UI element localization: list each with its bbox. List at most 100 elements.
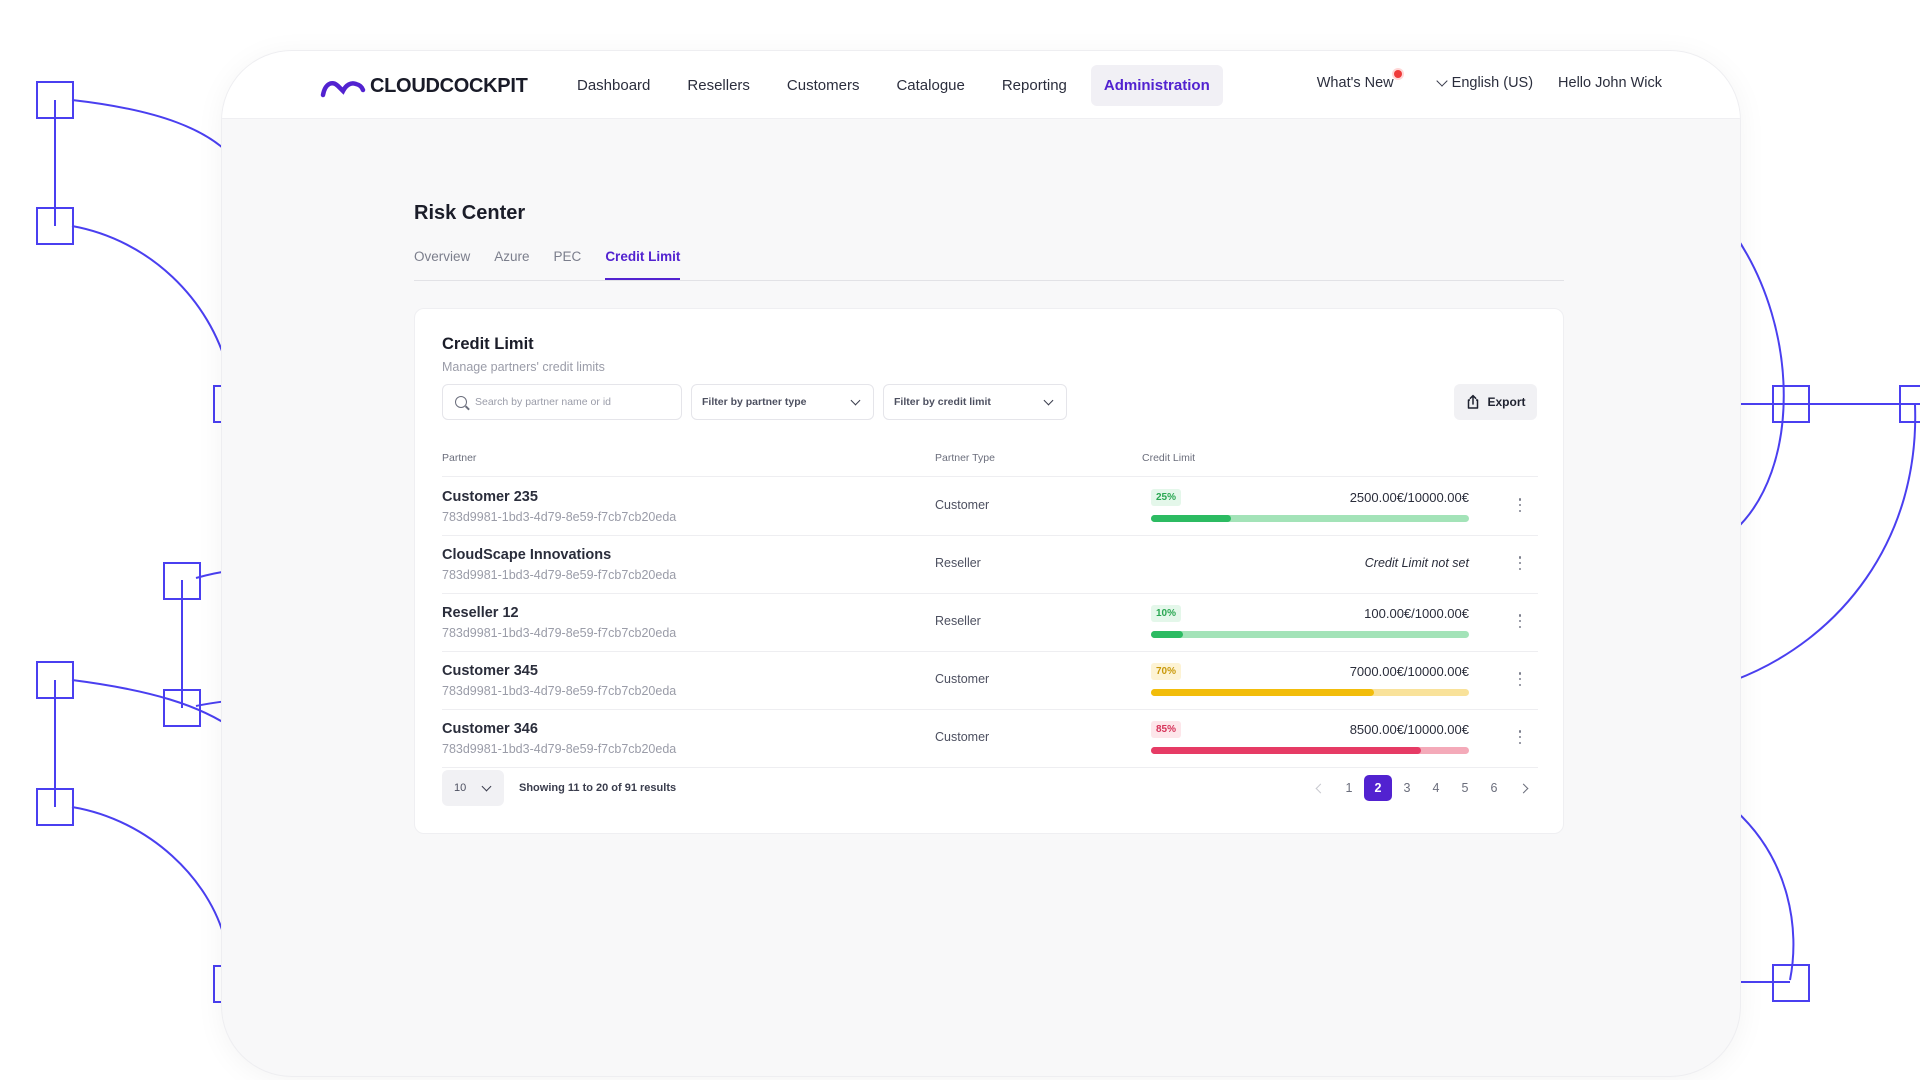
- partner-name[interactable]: Reseller 12: [442, 605, 519, 621]
- page-button-2[interactable]: 2: [1364, 775, 1392, 801]
- credit-limit-not-set: Credit Limit not set: [1364, 556, 1469, 570]
- card-title: Credit Limit: [442, 335, 534, 353]
- previous-page-button[interactable]: [1306, 775, 1334, 801]
- results-count: Showing 11 to 20 of 91 results: [519, 782, 677, 794]
- usage-progress-bar: [1151, 747, 1469, 754]
- search-icon: [455, 396, 467, 408]
- export-icon: [1468, 394, 1479, 409]
- chevron-down-icon: [1043, 395, 1054, 405]
- cloud-logo-icon: [320, 80, 366, 97]
- partner-type: Customer: [935, 672, 990, 686]
- row-actions-menu-icon[interactable]: [1518, 614, 1522, 628]
- tab-azure[interactable]: Azure: [494, 249, 530, 264]
- chevron-down-icon: [481, 781, 492, 791]
- page-button-6[interactable]: 6: [1490, 781, 1498, 795]
- row-actions-menu-icon[interactable]: [1518, 672, 1522, 686]
- credit-limit-usage: 25% 2500.00€/10000.00€: [1151, 489, 1469, 529]
- chevron-down-icon: [850, 395, 861, 405]
- nav-customers[interactable]: Customers: [786, 77, 860, 94]
- credit-amount: 2500.00€/10000.00€: [1349, 490, 1469, 505]
- nav-reporting[interactable]: Reporting: [1001, 77, 1067, 94]
- notification-dot-icon: [1393, 70, 1402, 78]
- nav-dashboard[interactable]: Dashboard: [577, 77, 651, 94]
- partner-name[interactable]: Customer 346: [442, 721, 538, 737]
- language-label: English (US): [1451, 75, 1534, 91]
- export-button[interactable]: Export: [1454, 384, 1537, 420]
- partner-id: 783d9981-1bd3-4d79-8e59-f7cb7cb20eda: [442, 684, 677, 698]
- usage-percent-badge: 70%: [1151, 663, 1182, 680]
- risk-center-tabs: Overview Azure PEC Credit Limit: [414, 249, 1564, 281]
- partner-id: 783d9981-1bd3-4d79-8e59-f7cb7cb20eda: [442, 510, 677, 524]
- user-area: What's New English (US) Hello John Wick: [1316, 70, 1662, 91]
- per-page-select[interactable]: 10: [442, 770, 504, 806]
- credit-limit-card: Credit Limit Manage partners' credit lim…: [414, 308, 1564, 834]
- pagination-info: 10 Showing 11 to 20 of 91 results: [442, 770, 676, 806]
- row-actions-menu-icon[interactable]: [1518, 498, 1522, 512]
- table-row[interactable]: Customer 346 783d9981-1bd3-4d79-8e59-f7cb…: [442, 710, 1538, 768]
- table-header: Partner Partner Type Credit Limit: [442, 445, 1538, 477]
- page-title: Risk Center: [414, 202, 526, 224]
- usage-progress-fill: [1151, 689, 1374, 696]
- per-page-value: 10: [454, 782, 467, 794]
- column-header-partner[interactable]: Partner: [442, 452, 477, 464]
- nav-resellers[interactable]: Resellers: [687, 77, 750, 94]
- row-actions-menu-icon[interactable]: [1518, 730, 1522, 744]
- partner-type: Reseller: [935, 614, 981, 628]
- credit-limit-usage: 70% 7000.00€/10000.00€: [1151, 663, 1469, 703]
- partner-id: 783d9981-1bd3-4d79-8e59-f7cb7cb20eda: [442, 568, 677, 582]
- page-button-1[interactable]: 1: [1345, 781, 1353, 795]
- main-nav: Dashboard Resellers Customers Catalogue …: [564, 65, 1234, 106]
- usage-percent-badge: 85%: [1151, 721, 1182, 738]
- tab-credit-limit[interactable]: Credit Limit: [605, 249, 681, 280]
- tab-overview[interactable]: Overview: [414, 249, 471, 264]
- partner-type: Reseller: [935, 556, 981, 570]
- usage-progress-fill: [1151, 747, 1422, 754]
- page-button-4[interactable]: 4: [1432, 781, 1440, 795]
- usage-progress-fill: [1151, 631, 1183, 638]
- nav-administration[interactable]: Administration: [1090, 65, 1223, 106]
- card-subtitle: Manage partners' credit limits: [442, 360, 605, 374]
- whats-new-label: What's New: [1316, 75, 1394, 91]
- partner-id: 783d9981-1bd3-4d79-8e59-f7cb7cb20eda: [442, 742, 677, 756]
- page-button-3[interactable]: 3: [1403, 781, 1411, 795]
- language-selector[interactable]: English (US): [1435, 75, 1534, 91]
- credit-amount: 7000.00€/10000.00€: [1349, 664, 1469, 679]
- search-input[interactable]: [475, 396, 665, 408]
- table-row[interactable]: Customer 345 783d9981-1bd3-4d79-8e59-f7cb…: [442, 652, 1538, 710]
- chevron-right-icon: [1518, 783, 1528, 793]
- partner-type: Customer: [935, 498, 990, 512]
- partner-type-filter-label: Filter by partner type: [702, 396, 807, 408]
- top-navigation-bar: CLOUDCOCKPIT Dashboard Resellers Custome…: [222, 51, 1740, 119]
- app-window: CLOUDCOCKPIT Dashboard Resellers Custome…: [222, 51, 1740, 1076]
- usage-percent-badge: 10%: [1151, 605, 1182, 622]
- partner-name[interactable]: Customer 345: [442, 663, 538, 679]
- partner-name[interactable]: CloudScape Innovations: [442, 547, 612, 563]
- usage-progress-bar: [1151, 515, 1469, 522]
- tab-pec[interactable]: PEC: [553, 249, 582, 264]
- export-label: Export: [1487, 395, 1526, 409]
- credit-limit-usage: 85% 8500.00€/10000.00€: [1151, 721, 1469, 761]
- usage-percent-badge: 25%: [1151, 489, 1182, 506]
- brand-name: CLOUDCOCKPIT: [370, 75, 528, 97]
- nav-catalogue[interactable]: Catalogue: [896, 77, 965, 94]
- page-button-5[interactable]: 5: [1461, 781, 1469, 795]
- whats-new-link[interactable]: What's New: [1316, 70, 1402, 91]
- column-header-credit-limit[interactable]: Credit Limit: [1142, 452, 1196, 464]
- logo[interactable]: CLOUDCOCKPIT: [320, 75, 528, 98]
- usage-progress-fill: [1151, 515, 1231, 522]
- partner-name[interactable]: Customer 235: [442, 489, 538, 505]
- credit-limit-filter-label: Filter by credit limit: [894, 396, 991, 408]
- table-row[interactable]: Reseller 12 783d9981-1bd3-4d79-8e59-f7cb7…: [442, 594, 1538, 652]
- table-row[interactable]: CloudScape Innovations 783d9981-1bd3-4d79…: [442, 536, 1538, 594]
- credit-limit-filter[interactable]: Filter by credit limit: [883, 384, 1067, 420]
- next-page-button[interactable]: [1509, 775, 1537, 801]
- credit-amount: 100.00€/1000.00€: [1364, 606, 1469, 621]
- search-box: [442, 384, 682, 420]
- partner-type-filter[interactable]: Filter by partner type: [691, 384, 874, 420]
- user-greeting[interactable]: Hello John Wick: [1558, 75, 1662, 91]
- column-header-partner-type[interactable]: Partner Type: [935, 452, 995, 464]
- row-actions-menu-icon[interactable]: [1518, 556, 1522, 570]
- table-row[interactable]: Customer 235 783d9981-1bd3-4d79-8e59-f7cb…: [442, 478, 1538, 536]
- credit-limit-usage: 10% 100.00€/1000.00€: [1151, 605, 1469, 645]
